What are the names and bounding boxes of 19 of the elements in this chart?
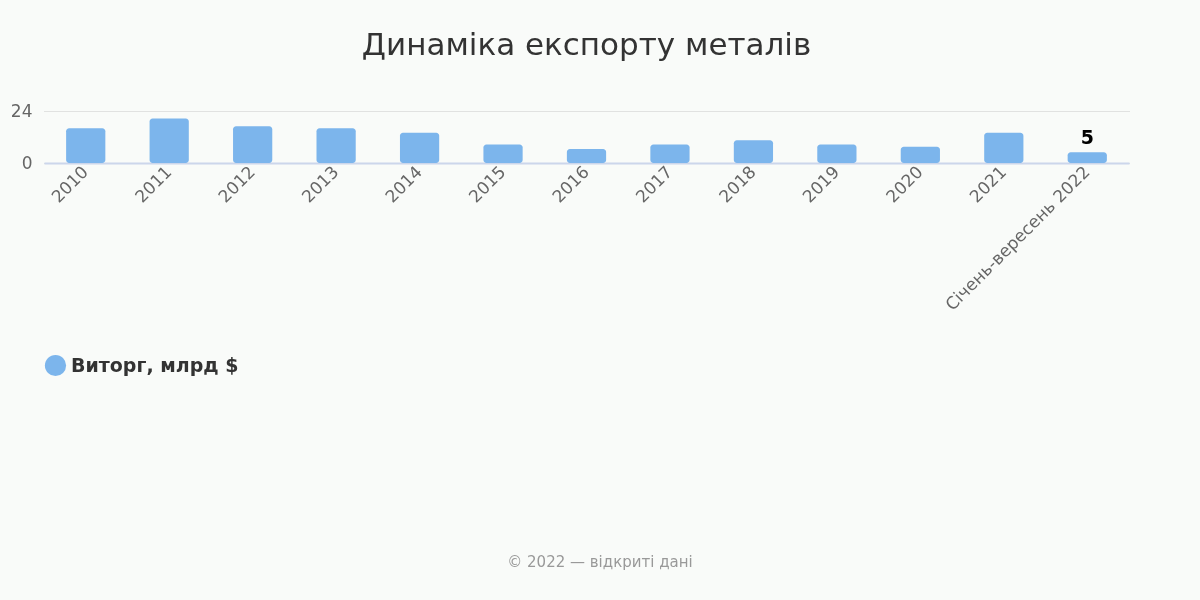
bar [650,144,690,163]
bar [233,126,273,163]
bar [984,132,1024,163]
bar [900,146,940,163]
bar [566,148,607,163]
chart-title: Динаміка експорту металів [361,26,812,62]
bar [1067,152,1107,163]
bar [66,128,106,163]
legend-label: Виторг, млрд $ [71,353,239,376]
bar [817,144,857,163]
bar [149,118,189,163]
y-tick-label: 0 [21,152,33,173]
bar [733,140,774,163]
text: © 2022 — відкриті дані [506,553,694,571]
bar [483,144,523,163]
data-label: 5 [1080,126,1094,149]
y-tick-label: 24 [10,100,33,121]
bar [399,132,440,163]
bar [316,128,356,163]
